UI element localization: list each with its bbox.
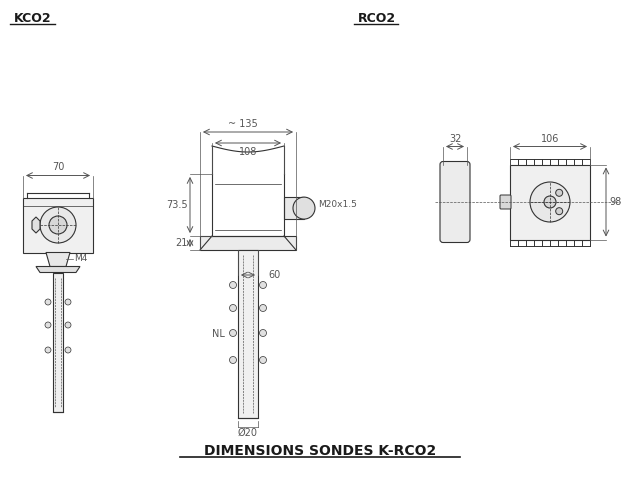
Circle shape <box>45 299 51 305</box>
Circle shape <box>230 357 237 363</box>
Bar <box>284 197 304 219</box>
Text: M4: M4 <box>74 254 88 263</box>
Text: 108: 108 <box>239 147 257 157</box>
Text: 60: 60 <box>268 270 280 280</box>
Circle shape <box>259 281 266 288</box>
Text: 106: 106 <box>541 133 559 144</box>
Bar <box>23 197 93 252</box>
Text: ~ 135: ~ 135 <box>228 119 258 129</box>
Circle shape <box>65 322 71 328</box>
Circle shape <box>259 304 266 312</box>
Polygon shape <box>36 266 80 273</box>
Circle shape <box>556 189 563 196</box>
Text: 21: 21 <box>175 238 188 248</box>
Circle shape <box>49 216 67 234</box>
Circle shape <box>230 329 237 336</box>
Text: 32: 32 <box>449 133 461 144</box>
Circle shape <box>230 281 237 288</box>
Bar <box>200 236 296 250</box>
Circle shape <box>65 347 71 353</box>
Text: 98: 98 <box>609 197 621 207</box>
Polygon shape <box>46 252 70 266</box>
Text: 70: 70 <box>52 163 64 172</box>
FancyBboxPatch shape <box>440 161 470 242</box>
Circle shape <box>65 299 71 305</box>
Text: RCO2: RCO2 <box>358 12 396 25</box>
Circle shape <box>293 197 315 219</box>
Bar <box>510 165 590 240</box>
Circle shape <box>544 196 556 208</box>
Circle shape <box>45 347 51 353</box>
Polygon shape <box>32 217 40 233</box>
Circle shape <box>530 182 570 222</box>
Circle shape <box>259 357 266 363</box>
Circle shape <box>45 322 51 328</box>
Circle shape <box>259 329 266 336</box>
Text: DIMENSIONS SONDES K-RCO2: DIMENSIONS SONDES K-RCO2 <box>204 444 436 458</box>
Circle shape <box>40 207 76 243</box>
Text: Ø20: Ø20 <box>238 428 258 438</box>
FancyBboxPatch shape <box>500 195 511 209</box>
Circle shape <box>230 304 237 312</box>
Circle shape <box>556 208 563 215</box>
Bar <box>53 273 63 412</box>
Bar <box>238 250 258 418</box>
Text: M20x1.5: M20x1.5 <box>318 200 357 209</box>
Text: KCO2: KCO2 <box>14 12 52 25</box>
Text: NL: NL <box>212 329 225 339</box>
Text: 73.5: 73.5 <box>166 200 188 210</box>
